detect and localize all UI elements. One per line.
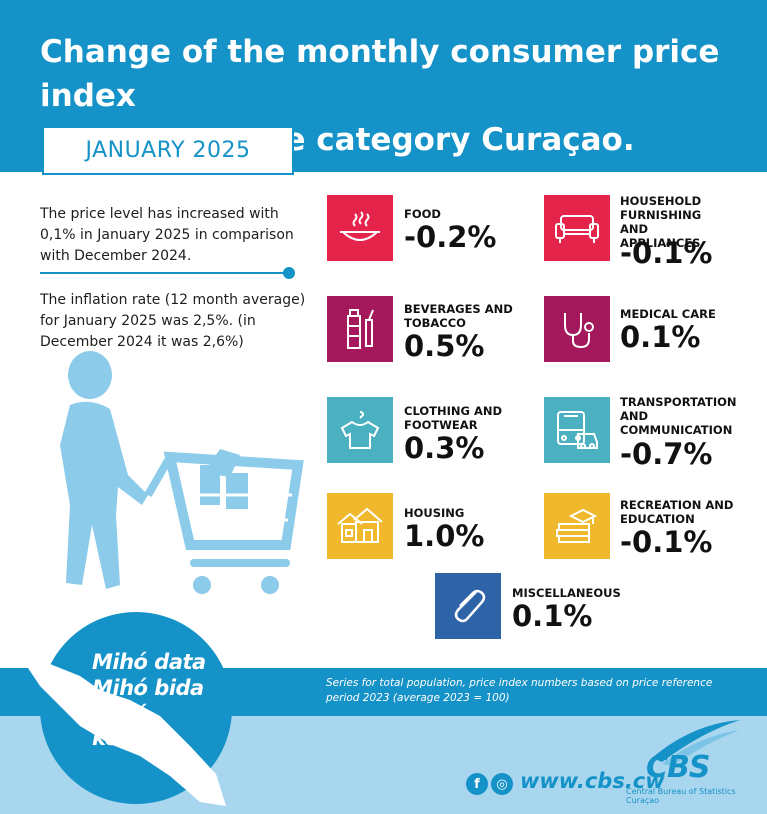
category-name-miscellaneous: MISCELLANEOUS	[512, 586, 621, 600]
stethoscope-icon	[564, 313, 594, 349]
slogan-line-2: Mihó bida	[92, 676, 204, 700]
category-value-housing: 1.0%	[404, 519, 485, 553]
instagram-icon[interactable]: ◎	[491, 773, 513, 795]
paperclip-icon	[454, 589, 486, 623]
category-name-household: HOUSEHOLD FURNISHING AND APPLIANCES	[620, 194, 702, 250]
bus-icon	[557, 411, 598, 449]
intro-text-price-level: The price level has increased with 0,1% …	[40, 206, 294, 264]
category-name-transportation: TRANSPORTATION AND COMMUNICATION	[620, 395, 737, 437]
shirt-icon	[340, 411, 380, 449]
divider-line	[40, 272, 288, 274]
category-name-medical: MEDICAL CARE	[620, 307, 716, 321]
category-name-beverages: BEVERAGES AND TOBACCO	[404, 302, 513, 330]
facebook-icon[interactable]: f	[466, 773, 488, 795]
category-value-recreation: -0.1%	[620, 525, 713, 559]
category-value-transportation: -0.7%	[620, 437, 713, 471]
books-icon	[556, 508, 598, 543]
house-icon	[337, 507, 383, 543]
category-value-beverages: 0.5%	[404, 329, 485, 363]
tile-beverages	[327, 296, 393, 362]
cbs-logo-swoosh	[652, 720, 740, 766]
month-label-box: JANUARY 2025	[42, 126, 294, 175]
divider-dot	[283, 267, 295, 279]
food-bowl-icon	[340, 211, 380, 241]
footnote-series: Series for total population, price index…	[326, 677, 713, 704]
title-line-1: Change of the monthly consumer price ind…	[40, 34, 720, 114]
tile-food	[327, 195, 393, 261]
category-value-food: -0.2%	[404, 220, 497, 254]
cbs-logo-text: CBS	[646, 750, 710, 785]
category-value-household: -0.1%	[620, 236, 713, 270]
website-link[interactable]: www.cbs.cw	[520, 769, 665, 793]
curacao-island-shape	[24, 662, 226, 806]
category-name-clothing: CLOTHING AND FOOTWEAR	[404, 404, 503, 432]
shopper-with-cart-illustration	[60, 351, 304, 594]
intro-text-inflation: The inflation rate (12 month average) fo…	[40, 292, 306, 350]
bottle-icon	[347, 309, 374, 349]
category-name-housing: HOUSING	[404, 506, 465, 520]
tile-household	[544, 195, 610, 261]
tile-recreation	[544, 493, 610, 559]
tile-housing	[327, 493, 393, 559]
category-value-clothing: 0.3%	[404, 431, 485, 465]
slogan-line-1: Mihó data	[92, 650, 206, 674]
tile-clothing	[327, 397, 393, 463]
tile-medical	[544, 296, 610, 362]
tile-transportation	[544, 397, 610, 463]
category-value-miscellaneous: 0.1%	[512, 599, 593, 633]
cbs-logo-subtitle: Central Bureau of Statistics Curaçao	[626, 787, 736, 805]
sofa-icon	[555, 215, 599, 243]
category-name-food: FOOD	[404, 207, 441, 221]
slogan-line-3: Mihó kòrsou	[92, 702, 169, 750]
month-label: JANUARY 2025	[85, 138, 251, 163]
category-value-medical: 0.1%	[620, 320, 701, 354]
tile-miscellaneous	[435, 573, 501, 639]
category-name-recreation: RECREATION AND EDUCATION	[620, 498, 734, 526]
